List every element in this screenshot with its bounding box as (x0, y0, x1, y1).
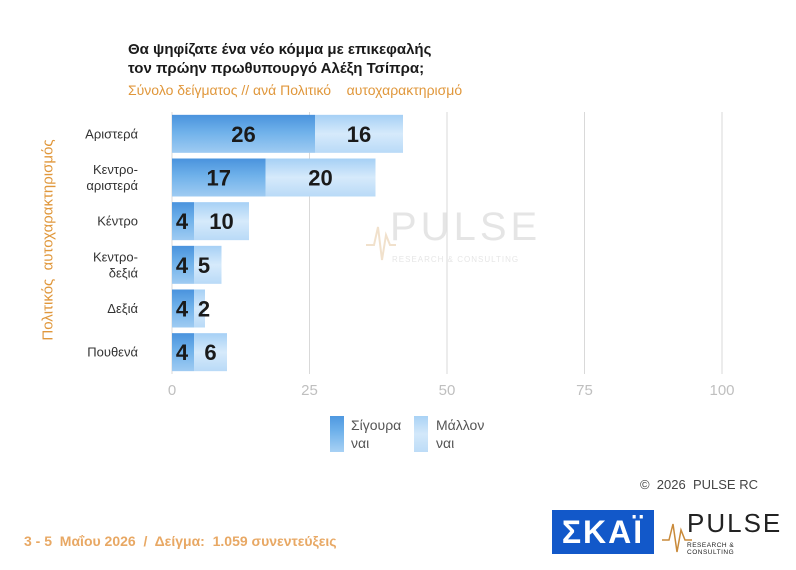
copyright-notice: © 2026 PULSE RC (640, 477, 758, 492)
legend-label-sure: Σίγουρα ναι (351, 416, 421, 452)
bar-sure-3 (172, 245, 194, 284)
data-label-maybe-1: 20 (308, 166, 332, 191)
legend-label-maybe: Μάλλον ναι (436, 416, 506, 452)
x-tick-label-100: 100 (709, 382, 734, 399)
survey-info-footer: 3 - 5 Μαΐου 2026 / Δείγμα: 1.059 συνεντε… (24, 533, 337, 549)
category-label-line: Κέντρο (97, 214, 138, 229)
category-label-line: Πουθενά (87, 345, 138, 360)
legend-label-sure-line-1: Σίγουρα (351, 417, 402, 433)
category-label-2: Κέντρο (97, 214, 138, 229)
pulse-logo-word: PULSE (687, 508, 783, 538)
data-label-sure-4: 4 (176, 297, 189, 322)
bar-maybe-3 (194, 245, 222, 284)
data-label-maybe-4: 2 (198, 297, 210, 322)
legend-label-sure-line-2: ναι (351, 435, 370, 451)
bar-sure-0 (172, 114, 315, 153)
legend-label-maybe-line-1: Μάλλον (436, 417, 485, 433)
skai-logo: ΣΚΑΪ (552, 510, 654, 554)
category-label-line: Αριστερά (85, 126, 138, 141)
bar-sure-1 (172, 158, 266, 197)
chart-title-line-2: τον πρώην πρωθυπουργό Αλέξη Τσίπρα; (128, 60, 425, 77)
chart-title-line-1: Θα ψηφίζατε ένα νέο κόμμα με επικεφαλής (128, 41, 432, 58)
category-label-4: Δεξιά (107, 301, 138, 316)
data-label-sure-0: 26 (231, 122, 255, 147)
category-label-0: Αριστερά (85, 126, 138, 141)
legend-swatch-sure (330, 416, 344, 452)
bar-sure-2 (172, 202, 194, 241)
category-label-3: Κεντρο-δεξιά (93, 249, 139, 280)
bar-maybe-1 (265, 158, 376, 197)
chart-title: Θα ψηφίζατε ένα νέο κόμμα με επικεφαλής … (128, 40, 548, 78)
pulse-logo-sub: RESEARCH & CONSULTING (687, 542, 735, 556)
data-label-sure-3: 4 (176, 253, 189, 278)
watermark-word: PULSE (390, 205, 542, 249)
bar-maybe-4 (194, 289, 205, 328)
data-label-sure-2: 4 (176, 209, 189, 234)
data-label-sure-5: 4 (176, 340, 189, 365)
bar-maybe-5 (194, 333, 227, 372)
bar-maybe-0 (315, 114, 403, 153)
pulse-logo: PULSE RESEARCH & CONSULTING (662, 508, 782, 556)
data-label-maybe-0: 16 (347, 122, 371, 147)
category-label-line: δεξιά (109, 265, 139, 280)
data-label-sure-1: 17 (207, 166, 231, 191)
x-tick-label-0: 0 (168, 382, 176, 399)
watermark-sub: RESEARCH & CONSULTING (392, 255, 520, 264)
legend-swatch-maybe (414, 416, 428, 452)
category-label-5: Πουθενά (87, 345, 138, 360)
category-label-line: Κεντρο- (93, 249, 138, 264)
chart-subtitle: Σύνολο δείγματος // ανά Πολιτικό αυτοχαρ… (128, 82, 463, 98)
x-tick-label-25: 25 (301, 382, 318, 399)
bar-maybe-2 (194, 202, 249, 241)
category-label-line: αριστερά (86, 178, 138, 193)
pulse-line-icon (662, 523, 692, 553)
watermark-pulse-line-icon (366, 226, 396, 261)
category-label-1: Κεντρο-αριστερά (86, 162, 138, 193)
data-label-maybe-5: 6 (204, 340, 216, 365)
x-tick-label-75: 75 (576, 382, 593, 399)
data-label-maybe-2: 10 (209, 209, 233, 234)
category-label-line: Δεξιά (107, 301, 138, 316)
bar-sure-5 (172, 333, 194, 372)
x-tick-label-50: 50 (439, 382, 456, 399)
category-label-line: Κεντρο- (93, 162, 138, 177)
data-label-maybe-3: 5 (198, 253, 210, 278)
bar-sure-4 (172, 289, 194, 328)
legend-label-maybe-line-2: ναι (436, 435, 455, 451)
